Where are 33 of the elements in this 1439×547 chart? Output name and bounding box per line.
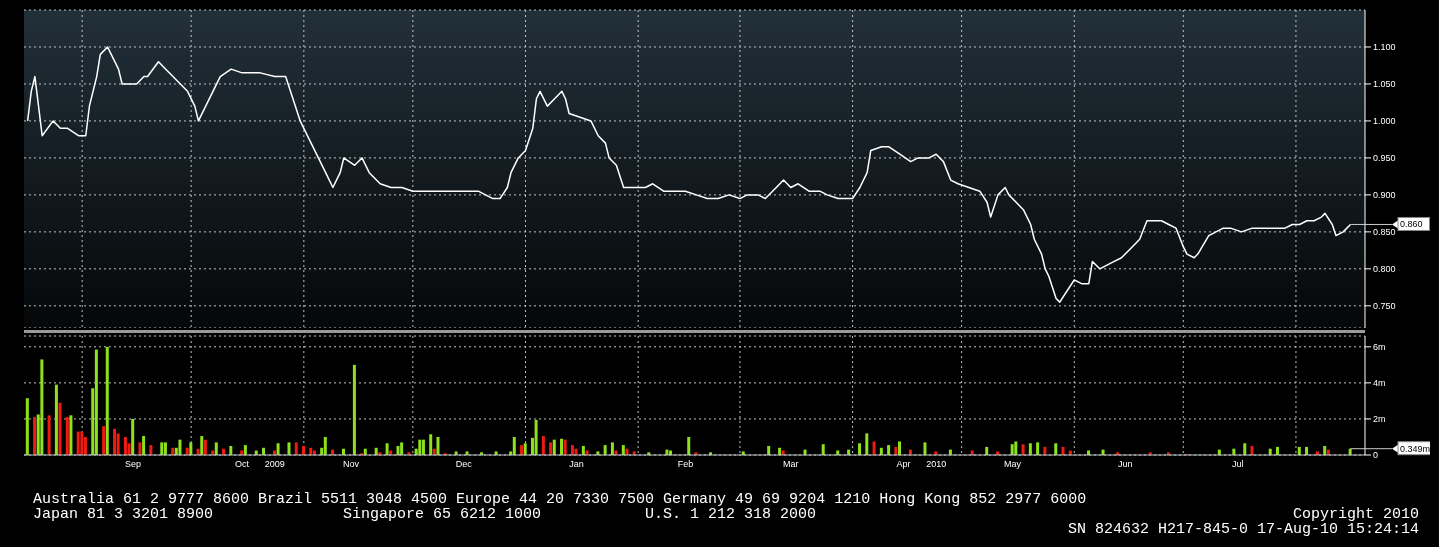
x-tick-label: Feb [677, 459, 694, 470]
annotation: 0.860 [1400, 219, 1423, 230]
y-tick-label: 2m [1373, 414, 1386, 425]
x-tick-label: 2010 [926, 459, 947, 470]
text: Japan 81 3 3201 8900 [33, 506, 214, 523]
x-tick-label: Oct [235, 459, 250, 470]
x-tick-label: May [1003, 459, 1022, 470]
y-tick-label: 1.000 [1373, 116, 1396, 127]
text: Copyright 2010 [1292, 506, 1419, 523]
y-tick-label: 6m [1373, 342, 1386, 353]
x-tick-label: Apr [896, 459, 911, 470]
y-tick-label: 4m [1373, 378, 1386, 389]
y-tick-label: 0.750 [1373, 301, 1396, 312]
y-tick-label: 0.950 [1373, 153, 1396, 164]
y-tick-label: 1.050 [1373, 79, 1396, 90]
annotation: 0.349m [1400, 443, 1431, 454]
text: SN 824632 H217-845-0 17-Aug-10 15:24:14 [1067, 521, 1419, 538]
x-tick-label: 2009 [264, 459, 285, 470]
y-tick-label: 0.900 [1373, 190, 1396, 201]
x-tick-label: Jun [1117, 459, 1133, 470]
y-tick-label: 0.800 [1373, 264, 1396, 275]
text: U.S. 1 212 318 2000 [645, 506, 817, 523]
y-tick-label: 1.100 [1373, 42, 1396, 53]
x-tick-label: Nov [343, 459, 360, 470]
y-tick-label: 0 [1373, 450, 1379, 461]
x-tick-label: Jul [1232, 459, 1244, 470]
y-tick-label: 0.850 [1373, 227, 1396, 238]
x-tick-label: Sep [125, 459, 142, 470]
x-tick-label: Mar [783, 459, 799, 470]
x-tick-label: Dec [455, 459, 473, 470]
text: Singapore 65 6212 1000 [343, 506, 542, 523]
text: Australia 61 2 9777 8600 Brazil 5511 3048 4500 Europe 44 20 7330 7500 Germany 49 69 9204 1210 Hong Kong 852 2977 6000 [33, 491, 1087, 508]
x-tick-label: Jan [569, 459, 584, 470]
